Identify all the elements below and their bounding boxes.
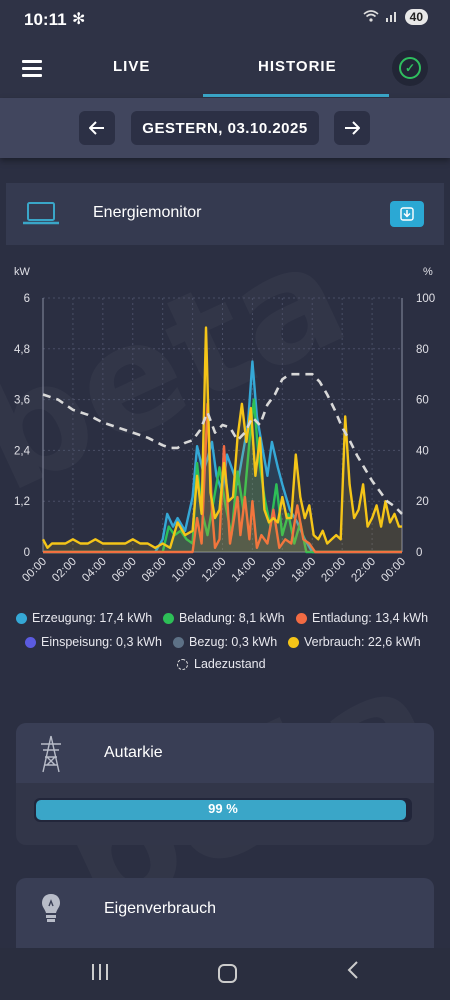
laptop-icon: [22, 201, 60, 232]
legend-item-beladung[interactable]: Beladung: 8,1 kWh: [163, 611, 285, 625]
flower-icon: ✻: [72, 11, 86, 28]
eigenverbrauch-title: Eigenverbrauch: [104, 900, 217, 917]
eigenverbrauch-card: Eigenverbrauch: [16, 878, 434, 958]
legend-item-einspeisung[interactable]: Einspeisung: 0,3 kWh: [25, 635, 162, 649]
y-tick-left: 4,8: [14, 344, 30, 356]
wifi-icon: [363, 9, 379, 25]
arrow-right-icon: [345, 121, 360, 135]
card-title: Energiemonitor: [93, 204, 202, 221]
x-tick-label: 08:00: [140, 556, 169, 585]
legend-item-bezug[interactable]: Bezug: 0,3 kWh: [173, 635, 277, 649]
status-bar: 10:11 ✻ 40: [0, 0, 450, 38]
legend-item-ladezustand[interactable]: Ladezustand: [177, 657, 266, 671]
top-app-bar: LIVE HISTORIE ✓: [0, 38, 450, 98]
x-tick-label: 06:00: [110, 556, 139, 585]
x-tick-label: 14:00: [230, 556, 259, 585]
x-tick-label: 18:00: [290, 556, 319, 585]
y-tick-right: 0: [416, 547, 422, 559]
battery-indicator: 40: [404, 9, 428, 25]
autarkie-header: Autarkie: [16, 723, 434, 783]
download-button[interactable]: [390, 201, 424, 227]
legend-item-verbrauch[interactable]: Verbrauch: 22,6 kWh: [288, 635, 421, 649]
x-tick-label: 00:00: [20, 556, 49, 585]
series-line-beladung: [43, 398, 402, 554]
arrow-left-icon: [89, 121, 104, 135]
system-navigation-bar: [0, 948, 450, 1000]
download-icon: [400, 207, 414, 221]
menu-icon[interactable]: [22, 60, 42, 77]
recent-apps-button[interactable]: [92, 964, 108, 980]
status-time: 10:11: [24, 10, 67, 29]
y-tick-right: 40: [416, 445, 429, 457]
series-line-entladung: [43, 402, 402, 554]
legend-item-erzeugung[interactable]: Erzeugung: 17,4 kWh: [16, 611, 152, 625]
home-button[interactable]: [218, 964, 237, 983]
y-axis-left-label: kW: [14, 266, 31, 278]
y-axis-right-label: %: [423, 266, 433, 278]
series-area-verbrauch: [43, 327, 402, 552]
x-tick-label: 12:00: [200, 556, 229, 585]
y-tick-left: 3,6: [14, 395, 30, 407]
y-tick-right: 60: [416, 395, 429, 407]
x-tick-label: 16:00: [260, 556, 289, 585]
series-line-verbrauch: [41, 326, 402, 549]
x-tick-label: 00:00: [379, 556, 408, 585]
x-tick-label: 20:00: [319, 556, 348, 585]
autarkie-progress-bar: 99 %: [34, 798, 412, 822]
y-tick-left: 0: [24, 547, 30, 559]
series-line-ladezustand: [42, 372, 403, 515]
series-line-erzeugung: [43, 360, 402, 554]
power-tower-icon: [38, 735, 64, 778]
y-tick-right: 80: [416, 344, 429, 356]
x-tick-label: 02:00: [50, 556, 79, 585]
date-selector[interactable]: GESTERN, 03.10.2025: [131, 111, 319, 145]
chevron-left-icon: [347, 961, 358, 979]
x-tick-label: 04:00: [80, 556, 109, 585]
series-area-erzeugung: [43, 361, 402, 552]
y-tick-left: 2,4: [14, 445, 31, 457]
legend-item-entladung[interactable]: Entladung: 13,4 kWh: [296, 611, 428, 625]
previous-day-button[interactable]: [79, 111, 115, 145]
tab-live[interactable]: LIVE: [113, 58, 151, 75]
x-tick-label: 22:00: [349, 556, 378, 585]
y-tick-left: 6: [24, 293, 30, 305]
energy-monitor-header: Energiemonitor: [6, 183, 444, 245]
tab-history[interactable]: HISTORIE: [258, 58, 337, 75]
autarkie-value: 99 %: [208, 801, 238, 816]
check-circle-icon: ✓: [399, 57, 421, 79]
signal-icon: [385, 10, 399, 25]
series-area-beladung: [43, 399, 402, 552]
y-tick-left: 1,2: [14, 496, 30, 508]
connection-status-button[interactable]: ✓: [392, 50, 428, 86]
y-tick-right: 100: [416, 293, 435, 305]
autarkie-progress-fill: [36, 800, 407, 820]
status-icons: 40: [363, 9, 428, 25]
active-tab-indicator: [203, 94, 389, 97]
autarkie-title: Autarkie: [104, 744, 163, 761]
autarkie-card: Autarkie 99 %: [16, 723, 434, 845]
date-navigation: GESTERN, 03.10.2025: [0, 98, 450, 158]
y-tick-right: 20: [416, 496, 429, 508]
lightbulb-icon: [40, 892, 62, 931]
next-day-button[interactable]: [334, 111, 370, 145]
x-tick-label: 10:00: [170, 556, 199, 585]
back-button[interactable]: [346, 960, 360, 986]
